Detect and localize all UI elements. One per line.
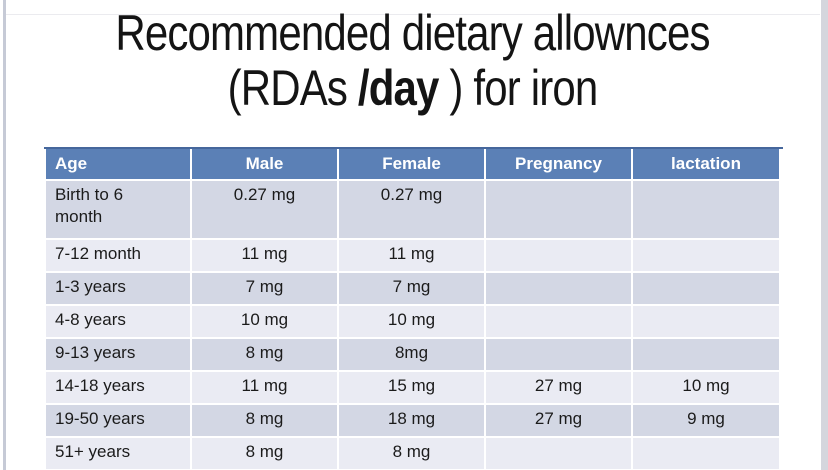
- slide-title: Recommended dietary allownces (RDAs /day…: [69, 6, 755, 116]
- cell-age: 19-50 years: [46, 405, 190, 436]
- cell-female: 8mg: [339, 339, 484, 370]
- cell-male: 10 mg: [192, 306, 337, 337]
- slide-top-edge: [6, 14, 820, 15]
- cell-female: 15 mg: [339, 372, 484, 403]
- cell-age: 7-12 month: [46, 240, 190, 271]
- cell-age: 51+ years: [46, 438, 190, 469]
- rda-table: Age Male Female Pregnancy lactation Birt…: [44, 147, 781, 470]
- cell-female: 18 mg: [339, 405, 484, 436]
- table-row: 19-50 years 8 mg 18 mg 27 mg 9 mg: [46, 405, 779, 436]
- cell-lactation: [633, 273, 779, 304]
- cell-age: 14-18 years: [46, 372, 190, 403]
- cell-male: 8 mg: [192, 339, 337, 370]
- cell-pregnancy: 27 mg: [486, 405, 631, 436]
- slide-left-edge: [3, 0, 6, 470]
- cell-pregnancy: [486, 181, 631, 238]
- cell-lactation: [633, 240, 779, 271]
- cell-age: 4-8 years: [46, 306, 190, 337]
- title-line2-prefix: (RDAs: [227, 60, 358, 116]
- table-row: 51+ years 8 mg 8 mg: [46, 438, 779, 469]
- cell-male: 0.27 mg: [192, 181, 337, 238]
- cell-male: 7 mg: [192, 273, 337, 304]
- cell-female: 7 mg: [339, 273, 484, 304]
- slide-title-line1: Recommended dietary allownces: [115, 5, 710, 61]
- cell-lactation: [633, 339, 779, 370]
- table-header-row: Age Male Female Pregnancy lactation: [46, 149, 779, 179]
- cell-lactation: 10 mg: [633, 372, 779, 403]
- cell-age: 9-13 years: [46, 339, 190, 370]
- header-lactation: lactation: [633, 149, 779, 179]
- title-line2-suffix: ) for iron: [438, 60, 598, 116]
- cell-female: 8 mg: [339, 438, 484, 469]
- cell-male: 8 mg: [192, 438, 337, 469]
- cell-pregnancy: [486, 273, 631, 304]
- header-male: Male: [192, 149, 337, 179]
- cell-lactation: [633, 181, 779, 238]
- cell-pregnancy: [486, 339, 631, 370]
- cell-lactation: 9 mg: [633, 405, 779, 436]
- table-row: 1-3 years 7 mg 7 mg: [46, 273, 779, 304]
- slide-title-line2: (RDAs /day ) for iron: [69, 61, 755, 116]
- cell-male: 8 mg: [192, 405, 337, 436]
- table-row: 9-13 years 8 mg 8mg: [46, 339, 779, 370]
- cell-female: 10 mg: [339, 306, 484, 337]
- cell-male: 11 mg: [192, 372, 337, 403]
- cell-female: 0.27 mg: [339, 181, 484, 238]
- cell-lactation: [633, 438, 779, 469]
- title-line2-bold: /day: [357, 60, 440, 116]
- header-pregnancy: Pregnancy: [486, 149, 631, 179]
- table-row: Birth to 6 month 0.27 mg 0.27 mg: [46, 181, 779, 238]
- cell-pregnancy: [486, 240, 631, 271]
- table-top-border: [44, 147, 783, 149]
- cell-pregnancy: [486, 438, 631, 469]
- table-row: 7-12 month 11 mg 11 mg: [46, 240, 779, 271]
- cell-lactation: [633, 306, 779, 337]
- table-row: 14-18 years 11 mg 15 mg 27 mg 10 mg: [46, 372, 779, 403]
- cell-age: Birth to 6 month: [46, 181, 190, 238]
- header-age: Age: [46, 149, 190, 179]
- cell-male: 11 mg: [192, 240, 337, 271]
- header-female: Female: [339, 149, 484, 179]
- cell-pregnancy: [486, 306, 631, 337]
- cell-pregnancy: 27 mg: [486, 372, 631, 403]
- cell-age: 1-3 years: [46, 273, 190, 304]
- table-row: 4-8 years 10 mg 10 mg: [46, 306, 779, 337]
- cell-female: 11 mg: [339, 240, 484, 271]
- slide-right-edge: [821, 0, 828, 470]
